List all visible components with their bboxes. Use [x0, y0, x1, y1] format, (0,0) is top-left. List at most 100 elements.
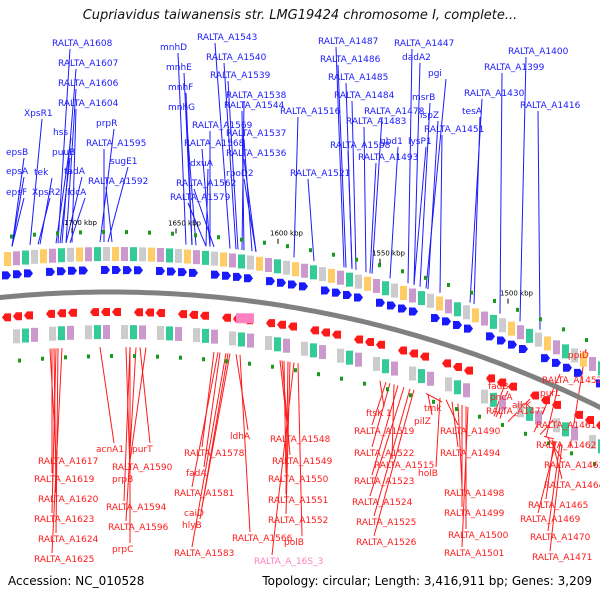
gene-label: tmk — [424, 404, 442, 414]
gene-label: hlyB — [182, 521, 202, 531]
label-connector — [185, 112, 197, 246]
forward-gene-arrow — [299, 282, 308, 291]
gene-label: mnhD — [160, 43, 187, 53]
feature-block — [94, 247, 101, 262]
marker — [516, 307, 519, 312]
feature-block — [193, 250, 200, 265]
marker — [401, 269, 404, 274]
feature-block — [454, 302, 461, 317]
reverse-gene-arrow — [464, 366, 473, 375]
feature-block — [382, 359, 389, 374]
feature-block — [247, 333, 254, 348]
forward-gene-arrow — [442, 317, 451, 326]
gene-label: RALTA_A1477 — [486, 407, 546, 417]
gene-label: RALTA_A1461 — [536, 421, 596, 431]
gene-label: RALTA_A1416 — [520, 101, 581, 111]
label-connector — [499, 72, 503, 314]
gene-label: RALTA_A1590 — [112, 463, 173, 473]
backbone-arc — [0, 289, 600, 411]
reverse-gene-arrow — [332, 330, 341, 339]
feature-block — [544, 336, 551, 351]
forward-gene-arrow — [354, 293, 363, 302]
gene-label: RALTA_A1500 — [448, 531, 509, 541]
gene-label: RALTA_A1471 — [532, 553, 592, 563]
forward-gene-arrow — [508, 340, 517, 349]
label-connector — [351, 100, 357, 270]
gene-label: RALTA_A1526 — [356, 538, 417, 548]
feature-block — [67, 325, 74, 340]
label-connector — [241, 110, 245, 251]
label-connector — [347, 150, 353, 270]
label-connector — [11, 197, 25, 247]
feature-block — [166, 326, 173, 341]
feature-block — [490, 392, 497, 407]
marker — [41, 356, 44, 361]
feature-block — [562, 422, 569, 437]
label-connector — [371, 383, 391, 448]
gene-label: tadA — [64, 167, 86, 177]
gene-label: RALTA_A1552 — [268, 516, 328, 526]
scale-ticks: 1500 kbp 1550 kbp 1600 kbp 1650 kbp 1700 kbp — [64, 219, 534, 304]
label-connector — [297, 363, 303, 537]
gene-label: RALTA_A1399 — [484, 63, 545, 73]
label-connector — [193, 188, 215, 248]
tick-label: 1550 kbp — [372, 250, 406, 258]
gene-label: RALTA_A1524 — [352, 498, 413, 508]
forward-gene-arrow — [233, 272, 242, 281]
gene-label: epsB — [6, 148, 28, 158]
feature-block — [175, 248, 182, 263]
feature-block — [4, 252, 11, 267]
gene-label: caiD — [184, 509, 204, 519]
gene-label: RALTA_A1501 — [444, 549, 504, 559]
gene-label: RALTA_A1485 — [328, 73, 388, 83]
feature-block — [319, 345, 326, 360]
gene-label: RALTA_A1604 — [58, 99, 119, 109]
label-connector — [373, 389, 415, 537]
feature-block — [580, 352, 587, 367]
label-connector — [65, 176, 83, 243]
forward-gene-arrow — [343, 291, 352, 300]
feature-block — [139, 325, 146, 340]
reverse-gene-arrow — [266, 319, 275, 328]
gene-label: RALTA_A1549 — [272, 457, 333, 467]
feature-block — [310, 343, 317, 358]
label-connector — [239, 354, 251, 533]
backbone-axis — [0, 289, 600, 411]
feature-block — [49, 248, 56, 263]
tick-label: 1700 kbp — [64, 219, 98, 227]
feature-block — [22, 328, 29, 343]
gene-label: RALTA_A1617 — [38, 457, 98, 467]
gene-label: XpsR2 — [32, 188, 61, 198]
feature-block — [553, 340, 560, 355]
feature-block — [535, 332, 542, 347]
reverse-gene-arrow — [46, 309, 55, 318]
gene-label: RALTA_A1486 — [320, 55, 381, 65]
gene-label: RALTA_A1478 — [364, 107, 425, 117]
gene-label: prpC — [112, 545, 133, 555]
label-connector — [413, 62, 421, 285]
forward-gene-arrow — [46, 267, 55, 276]
gene-label: tesA — [462, 107, 483, 117]
feature-block — [31, 249, 38, 264]
gene-label: fadA — [186, 469, 207, 479]
reverse-gene-arrow — [486, 374, 495, 383]
gene-label: RALTA_A1578 — [184, 449, 245, 459]
feature-block — [130, 247, 137, 262]
label-connector — [469, 98, 483, 303]
forward-gene-arrow — [387, 301, 396, 310]
label-connector — [39, 177, 53, 245]
marker — [424, 275, 427, 280]
marker — [33, 232, 36, 237]
feature-block — [517, 325, 524, 340]
feature-block — [301, 341, 308, 356]
feature-block — [562, 344, 569, 359]
gene-label: ldhA — [230, 432, 251, 442]
gene-label: hss — [53, 128, 68, 138]
reverse-gene-arrow — [574, 410, 583, 419]
forward-gene-arrow — [178, 268, 187, 277]
gene-label: pgi — [428, 69, 442, 79]
map-title: Cupriavidus taiwanensis str. LMG19424 ch… — [82, 8, 518, 23]
marker — [585, 338, 588, 343]
gene-label: ppiD — [568, 351, 589, 361]
reverse-gene-arrow — [420, 352, 429, 361]
